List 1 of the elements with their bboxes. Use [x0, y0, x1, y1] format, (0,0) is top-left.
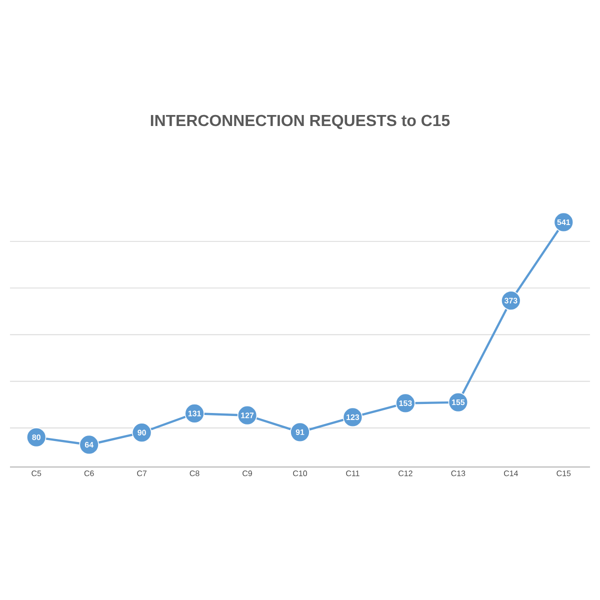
- chart-title: INTERCONNECTION REQUESTS to C15: [150, 114, 450, 130]
